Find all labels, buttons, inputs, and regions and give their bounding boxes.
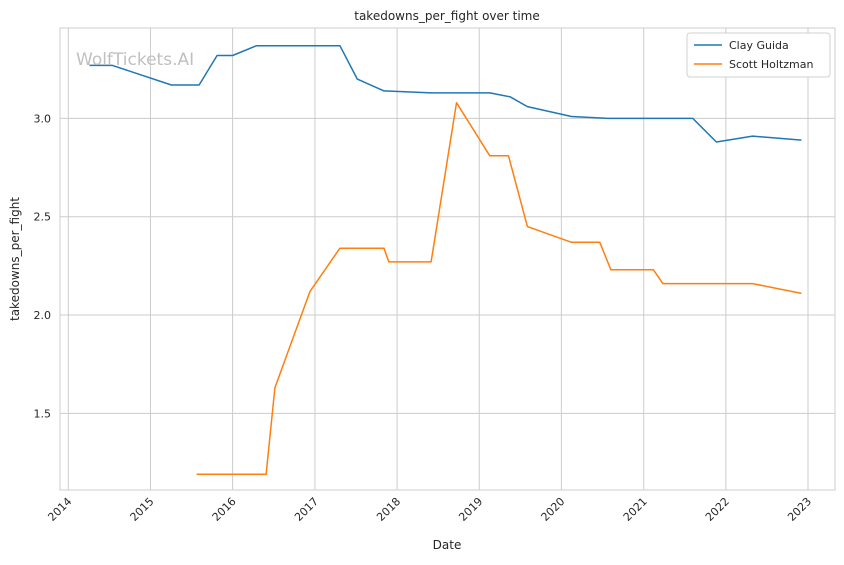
- x-tick-label: 2023: [785, 495, 814, 524]
- x-tick-label: 2016: [210, 495, 239, 524]
- legend-label-clay-guida: Clay Guida: [729, 39, 789, 52]
- legend-box: [686, 32, 831, 78]
- series-lines: [89, 44, 802, 476]
- series-line-clay-guida: [89, 44, 802, 143]
- watermark: WolfTickets.AI: [76, 50, 194, 70]
- y-tick-label: 2.5: [34, 211, 52, 224]
- y-tick-label: 2.0: [34, 309, 52, 322]
- x-tick-label: 2020: [538, 495, 567, 524]
- x-tick-label: 2019: [456, 495, 485, 524]
- series-line-scott-holtzman: [196, 101, 802, 476]
- y-axis-label: takedowns_per_fight: [8, 197, 22, 321]
- y-tick-label: 1.5: [34, 407, 52, 420]
- x-tick-label: 2015: [128, 495, 157, 524]
- x-tick-label: 2022: [703, 495, 732, 524]
- chart-title: takedowns_per_fight over time: [354, 9, 540, 23]
- x-tick-label: 2018: [374, 495, 403, 524]
- plot-area: [59, 27, 836, 491]
- legend-label-scott-holtzman: Scott Holtzman: [729, 58, 813, 71]
- x-tick-label: 2021: [621, 495, 650, 524]
- legend: Clay Guida Scott Holtzman: [686, 32, 831, 78]
- x-tick-label: 2017: [292, 495, 321, 524]
- y-tick-label: 3.0: [34, 112, 52, 125]
- grid-lines: [60, 28, 835, 490]
- x-tick-labels: 2014 2015 2016 2017 2018 2019 2020 2021 2022 2023: [45, 495, 814, 524]
- y-tick-labels: 1.5 2.0 2.5 3.0: [34, 112, 52, 420]
- x-tick-label: 2014: [45, 495, 74, 524]
- x-axis-label: Date: [433, 538, 462, 552]
